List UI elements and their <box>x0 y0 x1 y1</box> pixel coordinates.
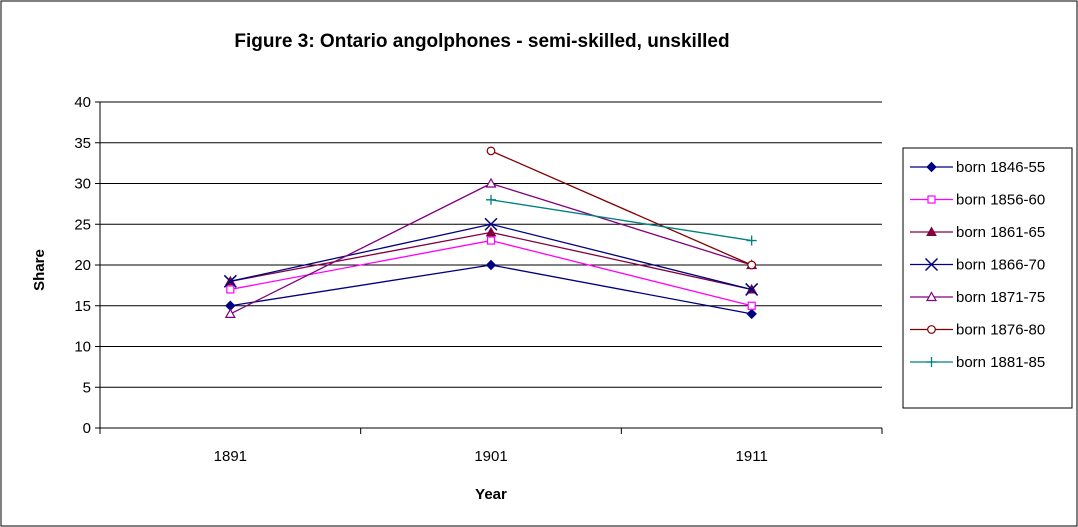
legend-label: born 1866-70 <box>956 257 1045 274</box>
data-point <box>224 308 236 318</box>
x-tick-label: 1901 <box>474 448 507 465</box>
legend-label: born 1856-60 <box>956 192 1045 209</box>
legend-entry: born 1881-85 <box>910 354 1045 371</box>
legend-marker <box>926 226 937 236</box>
data-point <box>485 259 497 271</box>
data-point <box>486 146 496 156</box>
data-point <box>747 301 756 310</box>
data-point <box>485 177 497 188</box>
legend-marker <box>926 161 937 173</box>
legend-marker <box>927 325 936 334</box>
y-tick-label: 30 <box>74 176 91 193</box>
y-tick-label: 15 <box>74 298 91 315</box>
data-point <box>486 236 496 245</box>
y-axis-title: Share <box>31 249 48 291</box>
data-point <box>485 226 497 237</box>
data-point <box>746 308 757 320</box>
legend-entry: born 1861-65 <box>910 224 1045 241</box>
series-2 <box>226 236 756 310</box>
legend-label: born 1881-85 <box>956 354 1045 371</box>
x-tick-label: 1891 <box>214 448 247 465</box>
series-4 <box>223 217 759 296</box>
y-tick-label: 35 <box>74 135 91 152</box>
y-tick-label: 25 <box>74 216 91 233</box>
data-point <box>223 274 237 288</box>
legend-label: born 1861-65 <box>956 224 1045 241</box>
series-1 <box>225 259 757 320</box>
legend-label: born 1876-80 <box>956 322 1045 339</box>
axes: 0 5 10 15 20 25 30 35 40 1891 1901 1911 <box>74 94 883 465</box>
data-point <box>747 260 757 270</box>
legend: born 1846-55 born 1856-60 born 1861-65 born… <box>902 147 1073 409</box>
legend-entry: born 1871-75 <box>910 289 1045 306</box>
legend-label: born 1846-55 <box>956 159 1045 176</box>
chart-title: Figure 3: Ontario angolphones - semi-ski… <box>234 31 729 52</box>
y-tick-label: 5 <box>83 379 91 396</box>
y-tick-label: 0 <box>83 420 91 437</box>
y-tick-label: 10 <box>74 339 91 356</box>
legend-marker <box>926 357 937 367</box>
legend-marker <box>924 257 939 272</box>
legend-marker <box>927 195 936 204</box>
legend-entry: born 1846-55 <box>910 159 1045 176</box>
legend-label: born 1871-75 <box>956 289 1045 306</box>
legend-marker <box>925 291 938 302</box>
data-point <box>746 235 757 246</box>
y-tick-label: 20 <box>74 257 91 274</box>
data-point <box>486 194 496 205</box>
series-line <box>490 150 752 266</box>
legend-entry: born 1856-60 <box>910 192 1045 209</box>
legend-entry: born 1876-80 <box>910 322 1045 339</box>
y-tick-label: 40 <box>74 94 91 111</box>
series-group <box>223 146 759 320</box>
x-tick-label: 1911 <box>736 448 768 465</box>
legend-entry: born 1866-70 <box>910 257 1045 274</box>
series-6 <box>486 146 757 270</box>
series-7 <box>486 194 757 246</box>
x-axis-title: Year <box>475 486 507 503</box>
data-point <box>484 217 498 231</box>
data-point <box>745 282 759 296</box>
series-line <box>490 199 752 242</box>
data-point <box>226 285 235 294</box>
